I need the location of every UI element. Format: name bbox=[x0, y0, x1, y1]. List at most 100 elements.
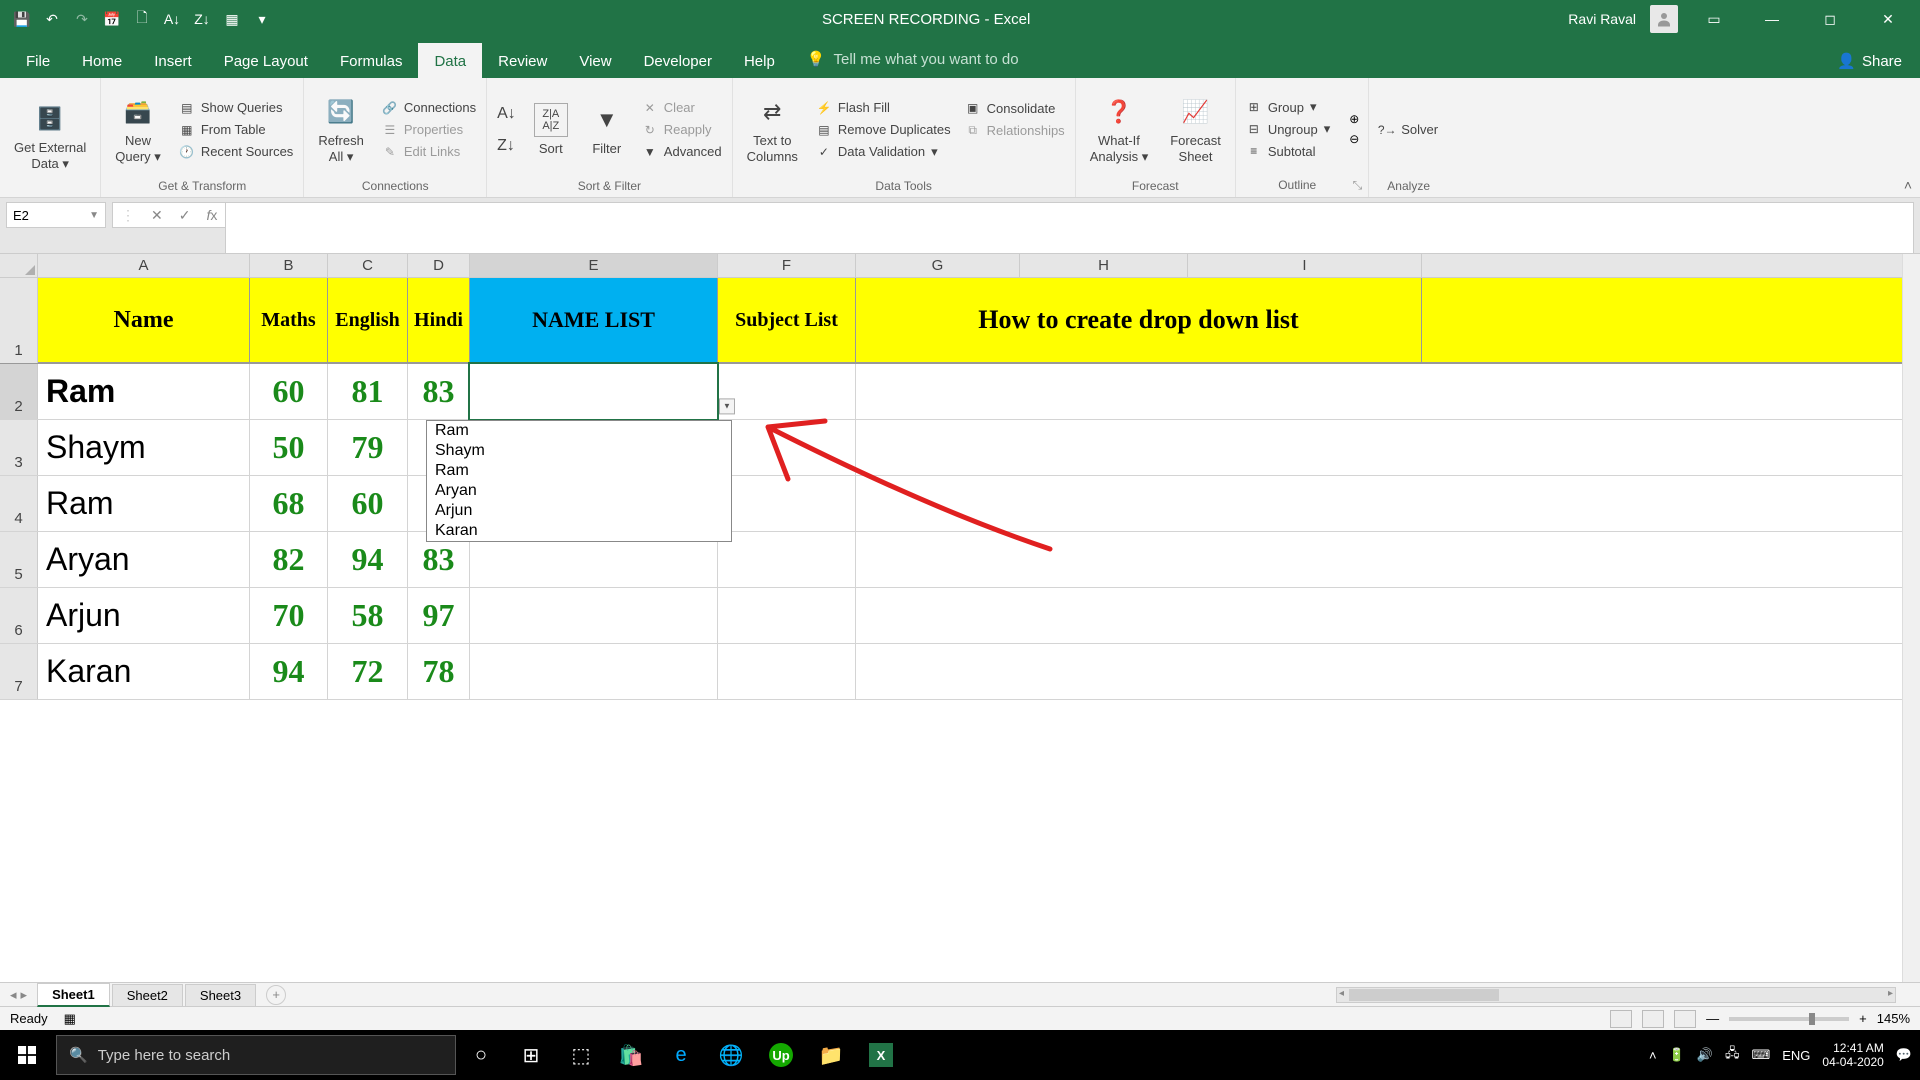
text-to-columns-button[interactable]: ⇄ Text toColumns bbox=[739, 91, 806, 168]
cell[interactable] bbox=[1422, 364, 1920, 419]
chrome-icon[interactable]: 🌐 bbox=[706, 1030, 756, 1080]
cell[interactable]: 94 bbox=[250, 644, 328, 699]
cell[interactable]: 97 bbox=[408, 588, 470, 643]
dropdown-handle-icon[interactable]: ▼ bbox=[719, 398, 735, 414]
hscroll-left-icon[interactable]: ◂ bbox=[1339, 988, 1344, 999]
collapse-ribbon-icon[interactable]: ˄ bbox=[1904, 177, 1912, 193]
row-1[interactable]: 1 bbox=[0, 278, 38, 363]
col-D[interactable]: D bbox=[408, 254, 470, 277]
redo-icon[interactable]: ↷ bbox=[72, 9, 92, 29]
network-icon[interactable]: 🖧 bbox=[1725, 1044, 1740, 1066]
maximize-icon[interactable]: ◻ bbox=[1808, 0, 1852, 38]
macro-icon[interactable]: ▦ bbox=[64, 1011, 76, 1027]
tab-home[interactable]: Home bbox=[66, 43, 138, 78]
cell[interactable]: 72 bbox=[328, 644, 408, 699]
validation-dropdown[interactable]: Ram Shaym Ram Aryan Arjun Karan bbox=[426, 420, 732, 542]
prev-sheet-icon[interactable]: ◂ bbox=[10, 987, 17, 1003]
name-box[interactable]: E2 ▼ bbox=[6, 202, 106, 228]
select-all-corner[interactable] bbox=[0, 254, 38, 277]
formula-input[interactable] bbox=[225, 202, 1914, 254]
save-icon[interactable]: 💾 bbox=[12, 9, 32, 29]
store-icon[interactable]: 🛍️ bbox=[606, 1030, 656, 1080]
selected-cell-E2[interactable]: ▼ bbox=[470, 364, 718, 419]
sort-asc-button[interactable]: A↓ bbox=[493, 104, 520, 124]
cell[interactable]: 81 bbox=[328, 364, 408, 419]
tab-help[interactable]: Help bbox=[728, 43, 791, 78]
app-icon[interactable]: ⬚ bbox=[556, 1030, 606, 1080]
normal-view-button[interactable] bbox=[1610, 1010, 1632, 1028]
what-if-button[interactable]: ❓ What-IfAnalysis ▾ bbox=[1082, 91, 1157, 168]
dropdown-option[interactable]: Shaym bbox=[427, 441, 731, 461]
sheet-tab[interactable]: Sheet1 bbox=[37, 983, 110, 1007]
col-J[interactable] bbox=[1422, 254, 1920, 277]
cell[interactable] bbox=[1188, 364, 1422, 419]
cell[interactable] bbox=[856, 364, 1020, 419]
data-validation-button[interactable]: ✓Data Validation ▾ bbox=[812, 143, 955, 161]
group-button[interactable]: ⊞Group ▾ bbox=[1242, 98, 1334, 116]
cell[interactable]: 50 bbox=[250, 420, 328, 475]
forecast-sheet-button[interactable]: 📈 ForecastSheet bbox=[1162, 91, 1229, 168]
calendar-icon[interactable]: 📅 bbox=[102, 9, 122, 29]
cell[interactable] bbox=[856, 644, 1920, 699]
cell[interactable]: Karan bbox=[38, 644, 250, 699]
solver-button[interactable]: ?→Solver bbox=[1375, 121, 1442, 139]
sheet-tab[interactable]: Sheet2 bbox=[112, 984, 183, 1006]
task-view-icon[interactable]: ⊞ bbox=[506, 1030, 556, 1080]
cell[interactable]: 83 bbox=[408, 364, 470, 419]
row-5[interactable]: 5 bbox=[0, 532, 38, 587]
col-B[interactable]: B bbox=[250, 254, 328, 277]
cell[interactable] bbox=[1422, 278, 1920, 363]
cell[interactable]: 79 bbox=[328, 420, 408, 475]
zoom-out-button[interactable]: — bbox=[1706, 1011, 1719, 1026]
fx-icon[interactable]: fx bbox=[198, 207, 225, 223]
zoom-slider[interactable] bbox=[1729, 1017, 1849, 1021]
reapply-button[interactable]: ↻Reapply bbox=[638, 121, 726, 139]
user-avatar-icon[interactable] bbox=[1650, 5, 1678, 33]
dropdown-option[interactable]: Ram bbox=[427, 461, 731, 481]
page-layout-view-button[interactable] bbox=[1642, 1010, 1664, 1028]
show-queries-button[interactable]: ▤Show Queries bbox=[175, 99, 298, 117]
sheet-tab[interactable]: Sheet3 bbox=[185, 984, 256, 1006]
expand-icon[interactable]: ⊕ bbox=[1346, 111, 1362, 127]
cell[interactable]: Ram bbox=[38, 476, 250, 531]
remove-duplicates-button[interactable]: ▤Remove Duplicates bbox=[812, 121, 955, 139]
cell[interactable]: 60 bbox=[328, 476, 408, 531]
cell[interactable]: 60 bbox=[250, 364, 328, 419]
subtotal-button[interactable]: ≡Subtotal bbox=[1242, 142, 1334, 160]
cortana-icon[interactable]: ○ bbox=[456, 1030, 506, 1080]
cell[interactable]: 94 bbox=[328, 532, 408, 587]
sort-desc-icon[interactable]: Z↓ bbox=[192, 9, 212, 29]
advanced-button[interactable]: ▼Advanced bbox=[638, 143, 726, 161]
volume-icon[interactable]: 🔊 bbox=[1697, 1047, 1713, 1063]
header-namelist[interactable]: NAME LIST bbox=[470, 278, 718, 363]
dropdown-option[interactable]: Aryan bbox=[427, 481, 731, 501]
from-table-button[interactable]: ▦From Table bbox=[175, 121, 298, 139]
header-subjectlist[interactable]: Subject List bbox=[718, 278, 856, 363]
col-I[interactable]: I bbox=[1188, 254, 1422, 277]
edit-links-button[interactable]: ✎Edit Links bbox=[378, 143, 480, 161]
cell[interactable]: Shaym bbox=[38, 420, 250, 475]
cell[interactable]: Arjun bbox=[38, 588, 250, 643]
cell[interactable] bbox=[856, 476, 1920, 531]
sort-asc-icon[interactable]: A↓ bbox=[162, 9, 182, 29]
cell[interactable]: 68 bbox=[250, 476, 328, 531]
row-7[interactable]: 7 bbox=[0, 644, 38, 699]
cell[interactable]: Ram bbox=[38, 364, 250, 419]
zoom-thumb[interactable] bbox=[1809, 1013, 1815, 1025]
qat-more-icon[interactable]: ▾ bbox=[252, 9, 272, 29]
tray-expand-icon[interactable]: ˄ bbox=[1649, 1048, 1657, 1063]
filter-button[interactable]: ▼ Filter bbox=[582, 99, 632, 160]
col-A[interactable]: A bbox=[38, 254, 250, 277]
refresh-all-button[interactable]: 🔄 RefreshAll ▾ bbox=[310, 91, 372, 168]
relationships-button[interactable]: ⧉Relationships bbox=[961, 121, 1069, 139]
cell[interactable] bbox=[1020, 364, 1188, 419]
tab-page-layout[interactable]: Page Layout bbox=[208, 43, 324, 78]
taskbar-search[interactable]: 🔍 Type here to search bbox=[56, 1035, 456, 1075]
upwork-icon[interactable]: Up bbox=[756, 1030, 806, 1080]
col-E[interactable]: E bbox=[470, 254, 718, 277]
page-break-view-button[interactable] bbox=[1674, 1010, 1696, 1028]
share-button[interactable]: 👤 Share bbox=[1837, 42, 1920, 78]
cell[interactable] bbox=[856, 532, 1920, 587]
minimize-icon[interactable]: — bbox=[1750, 0, 1794, 38]
cell[interactable]: 70 bbox=[250, 588, 328, 643]
